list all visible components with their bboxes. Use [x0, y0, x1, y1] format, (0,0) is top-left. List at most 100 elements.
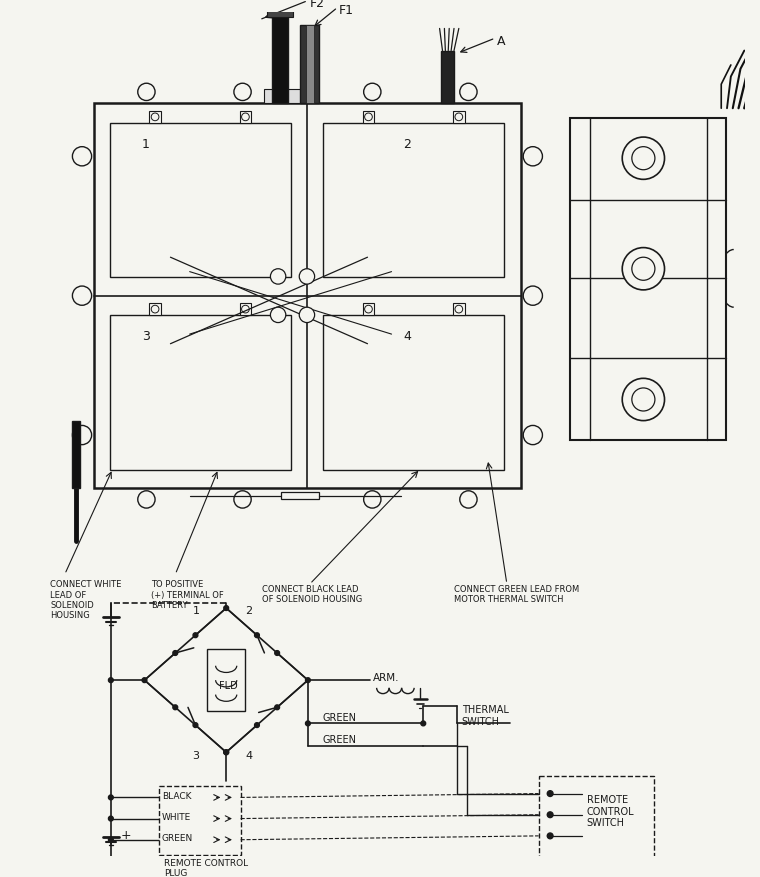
Circle shape: [271, 308, 286, 324]
Bar: [453, 112, 464, 124]
Text: 4: 4: [245, 751, 252, 760]
Circle shape: [255, 723, 259, 728]
Circle shape: [109, 795, 113, 800]
Circle shape: [363, 84, 381, 102]
Circle shape: [72, 147, 92, 167]
Circle shape: [151, 114, 159, 122]
Bar: [267, 11, 293, 18]
Bar: [110, 124, 290, 278]
Circle shape: [622, 248, 664, 290]
Circle shape: [455, 114, 463, 122]
Circle shape: [523, 147, 543, 167]
Circle shape: [234, 491, 252, 509]
Text: GREEN: GREEN: [162, 833, 193, 842]
Circle shape: [622, 379, 664, 421]
Circle shape: [151, 306, 159, 314]
Text: ARM.: ARM.: [373, 673, 400, 682]
Circle shape: [193, 633, 198, 638]
Text: TO POSITIVE
(+) TERMINAL OF
BATTERY: TO POSITIVE (+) TERMINAL OF BATTERY: [151, 580, 224, 610]
Text: F1: F1: [339, 4, 353, 18]
Text: +: +: [121, 829, 131, 841]
Circle shape: [109, 678, 113, 683]
Circle shape: [271, 269, 286, 285]
Circle shape: [547, 833, 553, 838]
Circle shape: [234, 84, 252, 102]
Text: 2: 2: [245, 605, 252, 616]
Circle shape: [138, 491, 155, 509]
Bar: [159, 786, 241, 855]
Circle shape: [299, 269, 315, 285]
Text: GREEN: GREEN: [322, 734, 356, 744]
Bar: [239, 304, 252, 316]
Text: 1: 1: [141, 138, 150, 151]
Circle shape: [109, 816, 113, 821]
Text: A: A: [497, 35, 505, 48]
Circle shape: [173, 705, 178, 709]
Circle shape: [242, 306, 249, 314]
Bar: [323, 316, 504, 470]
Bar: [453, 304, 464, 316]
Circle shape: [363, 491, 381, 509]
Circle shape: [72, 287, 92, 306]
Text: THERMAL
SWITCH: THERMAL SWITCH: [462, 704, 508, 726]
Circle shape: [365, 306, 372, 314]
Bar: [239, 112, 252, 124]
Circle shape: [455, 306, 463, 314]
Circle shape: [365, 114, 372, 122]
Bar: [72, 421, 80, 488]
Bar: [363, 304, 374, 316]
Bar: [300, 25, 319, 104]
Circle shape: [138, 84, 155, 102]
Bar: [264, 89, 314, 104]
Bar: [149, 304, 161, 316]
Circle shape: [255, 633, 259, 638]
Text: CONNECT BLACK LEAD
OF SOLENOID HOUSING: CONNECT BLACK LEAD OF SOLENOID HOUSING: [261, 584, 362, 603]
Text: FLD: FLD: [219, 681, 237, 690]
Text: CONNECT GREEN LEAD FROM
MOTOR THERMAL SWITCH: CONNECT GREEN LEAD FROM MOTOR THERMAL SW…: [454, 584, 579, 603]
Text: REMOTE CONTROL
PLUG: REMOTE CONTROL PLUG: [163, 858, 248, 877]
Text: BLACK: BLACK: [162, 791, 192, 800]
Text: 1: 1: [192, 605, 200, 616]
Bar: [93, 104, 521, 488]
Circle shape: [632, 258, 655, 281]
Circle shape: [242, 114, 249, 122]
Circle shape: [193, 723, 198, 728]
Text: REMOTE
CONTROL
SWITCH: REMOTE CONTROL SWITCH: [587, 795, 635, 828]
Circle shape: [223, 606, 229, 610]
Text: GREEN: GREEN: [322, 712, 356, 722]
Text: WHITE: WHITE: [162, 812, 191, 821]
Text: 2: 2: [403, 138, 411, 151]
Circle shape: [109, 838, 113, 842]
Circle shape: [632, 389, 655, 411]
Text: F2: F2: [310, 0, 325, 10]
Circle shape: [299, 308, 315, 324]
Circle shape: [523, 287, 543, 306]
Bar: [272, 16, 288, 104]
Text: 4: 4: [403, 330, 411, 343]
Bar: [281, 492, 319, 500]
Circle shape: [460, 491, 477, 509]
Bar: [323, 124, 504, 278]
Circle shape: [622, 138, 664, 180]
Circle shape: [460, 84, 477, 102]
Circle shape: [142, 678, 147, 683]
Bar: [110, 316, 290, 470]
Circle shape: [547, 812, 553, 817]
Circle shape: [173, 651, 178, 656]
Circle shape: [223, 750, 229, 755]
Bar: [306, 25, 314, 104]
Circle shape: [632, 147, 655, 170]
Circle shape: [523, 426, 543, 446]
Circle shape: [306, 721, 310, 726]
Circle shape: [223, 750, 229, 755]
Circle shape: [72, 426, 92, 446]
Bar: [570, 118, 726, 440]
Text: 3: 3: [141, 330, 150, 343]
Text: CONNECT WHITE
LEAD OF
SOLENOID
HOUSING: CONNECT WHITE LEAD OF SOLENOID HOUSING: [50, 580, 122, 620]
Bar: [363, 112, 374, 124]
Text: 3: 3: [192, 751, 200, 760]
Circle shape: [547, 791, 553, 796]
Bar: [539, 776, 654, 865]
Bar: [207, 650, 245, 711]
Circle shape: [275, 705, 280, 709]
